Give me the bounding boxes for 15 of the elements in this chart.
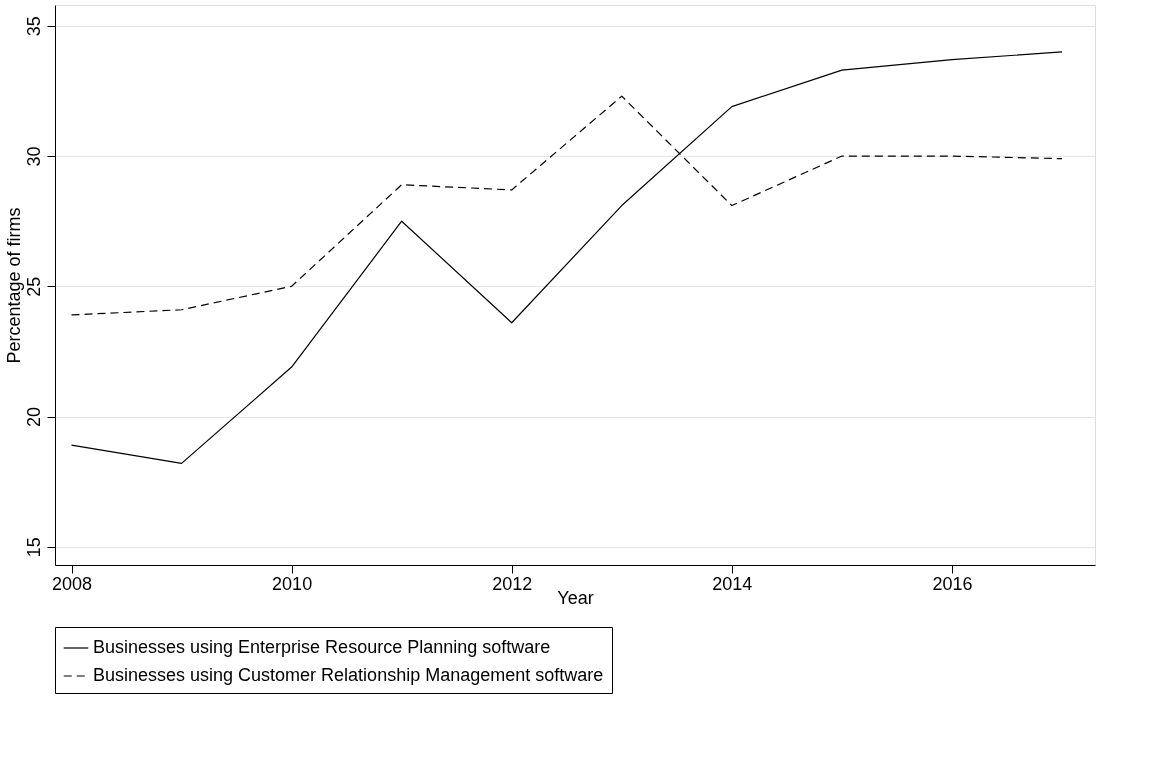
y-tick-label: 20 [23,407,44,428]
x-tick-label: 2008 [51,573,93,594]
y-tick-label: 15 [23,537,44,558]
y-tick-label: 30 [23,146,44,167]
y-tick-label: 35 [23,16,44,37]
line-series [70,51,1063,465]
x-tick-label: 2010 [272,573,313,594]
x-tick-label: 2014 [712,573,753,594]
x-axis-title: Year [557,587,594,608]
legend-label: Businesses using Enterprise Resource Planning software [93,637,551,657]
legend-label: Businesses using Customer Relationship Management software [93,665,604,685]
x-tick-label: 2012 [492,573,533,594]
x-tick-label: 2016 [932,573,973,594]
y-tick-label: 25 [23,276,44,297]
y-axis-title: Percentage of firms [3,207,24,364]
